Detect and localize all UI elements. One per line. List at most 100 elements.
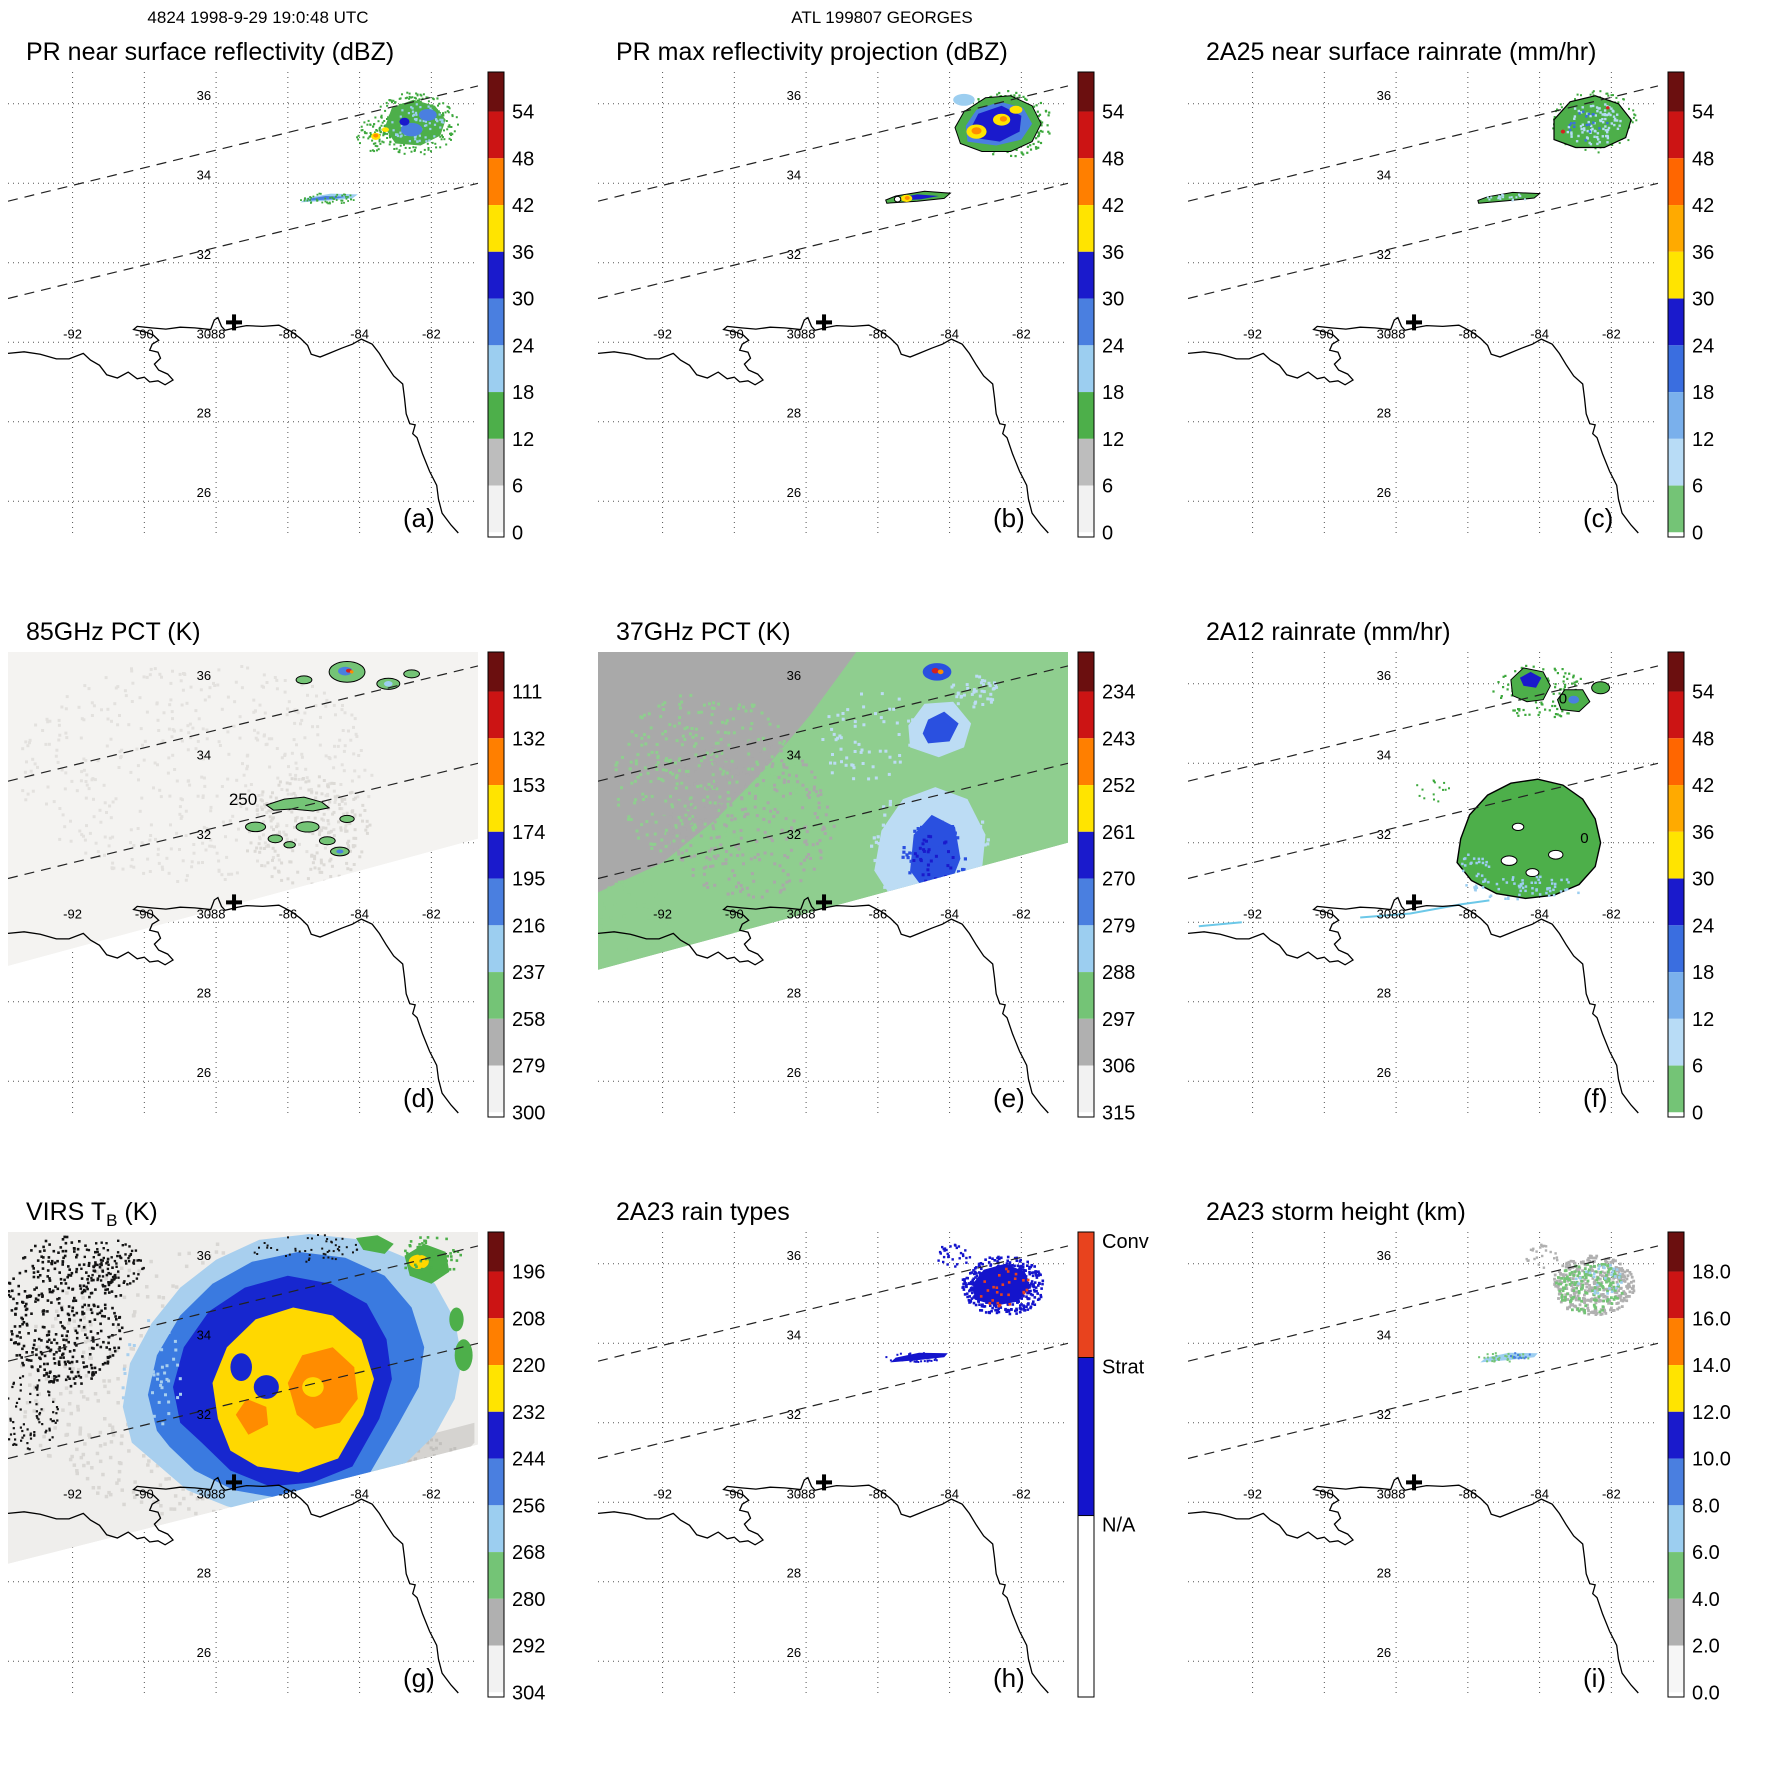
panel-e-figure: -92 -90 -88 -86 -84 -82 26 28 30 32 34 36 (e) 37GHz P… bbox=[598, 618, 1135, 1124]
grid-labels: -92 -90 -88 -86 -84 -82 26 28 30 32 34 36 bbox=[63, 1248, 441, 1660]
lat-label: 28 bbox=[787, 406, 801, 421]
panel-d-title: 85GHz PCT (K) bbox=[26, 618, 201, 646]
swath-edge-line bbox=[598, 665, 1068, 782]
colorbar-tick-label: 42 bbox=[1692, 195, 1714, 217]
panel-letter: (c) bbox=[1583, 503, 1613, 533]
lat-label: 30 bbox=[1377, 326, 1391, 341]
lat-label: 34 bbox=[197, 747, 211, 762]
data-blob bbox=[265, 796, 331, 812]
panel-h-map: -92 -90 -88 -86 -84 -82 26 28 30 32 34 36 (h) bbox=[598, 1232, 1068, 1697]
lon-label: -86 bbox=[868, 1486, 887, 1501]
panel-g-title: VIRS TB (K) bbox=[26, 1198, 158, 1230]
colorbar-tick-label: 54 bbox=[1692, 102, 1714, 124]
swath-edge-line bbox=[1188, 1245, 1658, 1362]
colorbar-tick-label: 8.0 bbox=[1692, 1495, 1720, 1517]
colorbar-tick-label: 36 bbox=[1692, 242, 1714, 264]
lon-label: -90 bbox=[1315, 1486, 1334, 1501]
colorbar-tick-label: 6 bbox=[1692, 476, 1703, 498]
panel-g: -92 -90 -88 -86 -84 -82 26 28 30 32 34 36 (g) VIRS TB… bbox=[0, 1190, 590, 1770]
panel-h-figure: -92 -90 -88 -86 -84 -82 26 28 30 32 34 36 (h) 2A23 ra… bbox=[598, 1198, 1149, 1698]
colorbar-tick-label: 48 bbox=[512, 148, 534, 170]
data-blob bbox=[1568, 695, 1580, 704]
colorbar-category-label: Conv bbox=[1102, 1231, 1149, 1253]
lat-label: 34 bbox=[787, 747, 801, 762]
swath-edge-line bbox=[598, 762, 1068, 880]
storm-center-marker bbox=[1406, 894, 1423, 911]
colorbar-tick-label: 30 bbox=[512, 289, 534, 311]
colorbar-tick-label: 14.0 bbox=[1692, 1355, 1731, 1377]
data-blob bbox=[971, 127, 982, 135]
lon-label: -86 bbox=[868, 326, 887, 341]
panel-letter: (f) bbox=[1583, 1083, 1608, 1113]
lat-label: 30 bbox=[787, 906, 801, 921]
lon-label: -82 bbox=[1012, 326, 1031, 341]
grid-lines bbox=[8, 72, 478, 537]
data-blob bbox=[1511, 822, 1525, 831]
lat-label: 34 bbox=[787, 1327, 801, 1342]
panel-letter: (h) bbox=[993, 1663, 1025, 1693]
lon-label: -90 bbox=[1315, 326, 1334, 341]
panel-g-map: -92 -90 -88 -86 -84 -82 26 28 30 32 34 36 (g) bbox=[8, 1232, 478, 1697]
colorbar-tick-label: 243 bbox=[1102, 728, 1135, 750]
storm-center-marker bbox=[1406, 314, 1423, 331]
colorbar-tick-label: 18.0 bbox=[1692, 1262, 1731, 1284]
data-blob bbox=[400, 122, 423, 137]
panel-f-figure: 0 0 -92 -90 -88 -86 -84 -82 26 28 30 32 34 36 (f) 2A12 … bbox=[1188, 618, 1714, 1124]
coastline bbox=[598, 896, 1049, 1114]
coastline bbox=[1188, 316, 1639, 534]
colorbar-tick-label: 24 bbox=[1692, 915, 1714, 937]
colorbar-tick-label: 237 bbox=[512, 962, 545, 984]
colorbar-tick-label: 54 bbox=[1692, 682, 1714, 704]
colorbar-tick-label: 196 bbox=[512, 1262, 545, 1284]
data-blob bbox=[935, 887, 943, 893]
coastline bbox=[1188, 896, 1639, 1114]
grid-labels: -92 -90 -88 -86 -84 -82 26 28 30 32 34 36 bbox=[63, 88, 441, 500]
data-blob bbox=[399, 117, 410, 126]
lat-label: 34 bbox=[1377, 1327, 1391, 1342]
lat-label: 32 bbox=[1377, 1407, 1391, 1422]
data-blob bbox=[267, 834, 283, 844]
data-blob bbox=[253, 1375, 279, 1399]
colorbar-tick-label: 30 bbox=[1692, 869, 1714, 891]
colorbar-tick-label: 288 bbox=[1102, 962, 1135, 984]
coastline bbox=[598, 1476, 1049, 1694]
colorbar-tick-label: 280 bbox=[512, 1589, 545, 1611]
lat-label: 26 bbox=[1377, 1065, 1391, 1080]
storm-center-marker bbox=[226, 894, 243, 911]
lat-label: 36 bbox=[787, 668, 801, 683]
lon-label: -84 bbox=[940, 906, 959, 921]
panel-d-map: 250 -92 -90 -88 -86 -84 -82 26 28 30 32 34 36 (d) bbox=[8, 652, 478, 1117]
colorbar-tick-label: 36 bbox=[1102, 242, 1124, 264]
colorbar-tick-label: 48 bbox=[1692, 728, 1714, 750]
colorbar-tick-label: 54 bbox=[1102, 102, 1124, 124]
lat-label: 28 bbox=[787, 1566, 801, 1581]
colorbar-tick-label: 304 bbox=[512, 1682, 545, 1704]
colorbar-tick-label: 208 bbox=[512, 1308, 545, 1330]
lon-label: -88 bbox=[207, 1486, 226, 1501]
colorbar-tick-label: 18 bbox=[1692, 382, 1714, 404]
lat-label: 36 bbox=[1377, 668, 1391, 683]
lat-label: 34 bbox=[197, 1327, 211, 1342]
lat-label: 36 bbox=[1377, 1248, 1391, 1263]
lon-label: -86 bbox=[278, 906, 297, 921]
colorbar-category-label: N/A bbox=[1102, 1515, 1136, 1537]
lon-label: -90 bbox=[135, 906, 154, 921]
lat-label: 30 bbox=[1377, 1486, 1391, 1501]
panel-d-figure: 250 -92 -90 -88 -86 -84 -82 26 28 30 32 34 36 (d) 85GH… bbox=[8, 618, 545, 1124]
storm-center-marker bbox=[226, 1474, 243, 1491]
colorbar-tick-label: 270 bbox=[1102, 869, 1135, 891]
panel-i-colorbar: 18.0 16.0 14.0 12.0 10.0 8.0 6.0 4.0 2.0 0.0 bbox=[1667, 1231, 1731, 1704]
colorbar-tick-label: 18 bbox=[1102, 382, 1124, 404]
data-blob bbox=[922, 711, 959, 744]
lon-label: -92 bbox=[653, 1486, 672, 1501]
colorbar-tick-label: 36 bbox=[512, 242, 534, 264]
panel-i-map: -92 -90 -88 -86 -84 -82 26 28 30 32 34 36 (i) bbox=[1188, 1232, 1658, 1697]
colorbar-tick-label: 42 bbox=[1692, 775, 1714, 797]
lon-label: -84 bbox=[350, 906, 369, 921]
colorbar-tick-label: 244 bbox=[512, 1449, 545, 1471]
panel-f-map: 0 0 -92 -90 -88 -86 -84 -82 26 28 30 32 34 36 (f) bbox=[1188, 652, 1658, 1117]
colorbar-tick-label: 18 bbox=[512, 382, 534, 404]
lon-label: -88 bbox=[1387, 1486, 1406, 1501]
lat-label: 36 bbox=[197, 1248, 211, 1263]
colorbar-tick-label: 256 bbox=[512, 1495, 545, 1517]
